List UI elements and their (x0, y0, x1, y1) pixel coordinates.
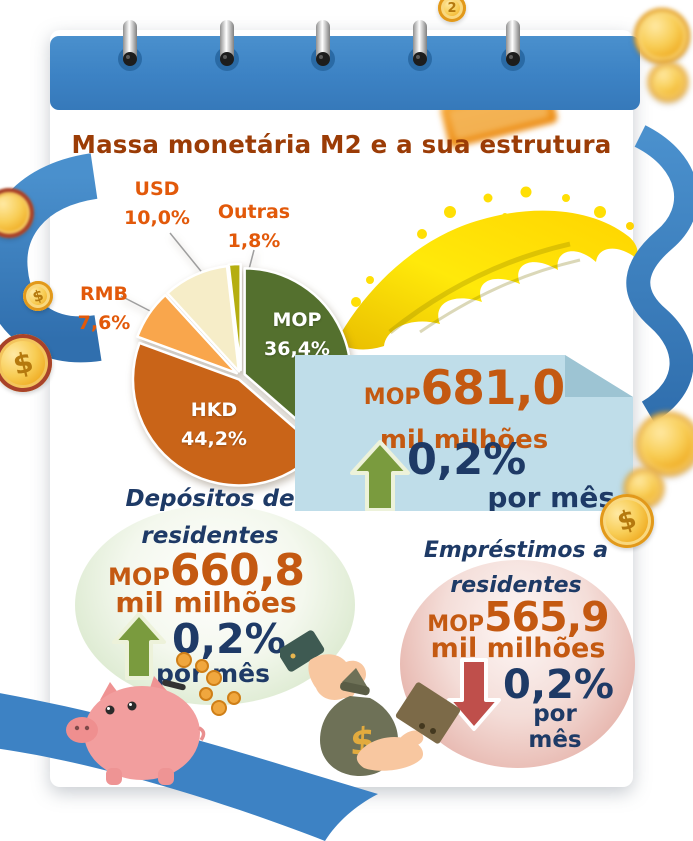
loans-title-line2: residentes (450, 573, 582, 598)
coin-icon: 2 (438, 0, 466, 22)
piggy-bank-icon (66, 652, 241, 785)
hand-receiving-icon (356, 736, 424, 771)
coin-icon (648, 62, 688, 102)
pie-slice-rmb (136, 293, 239, 375)
pie-label-usd: USD 10,0% (124, 178, 190, 229)
m2-value: 681,0 (420, 361, 566, 416)
deposits-currency: MOP (107, 563, 170, 591)
loans-unit: mil milhões (430, 633, 606, 664)
pie-slice-hkd (131, 341, 321, 487)
notebook-header-band (50, 36, 640, 110)
up-arrow-icon (350, 440, 410, 511)
sleeve-icon (395, 682, 461, 744)
m2-unit: mil milhões (379, 425, 549, 455)
paint-splash-icon (336, 186, 638, 350)
loans-period: por mês (528, 701, 582, 753)
deposits-unit: mil milhões (115, 586, 297, 619)
falling-coins-icon (176, 652, 241, 716)
pie-label-rmb: RMB 7,6% (77, 283, 131, 334)
loans-currency: MOP (427, 612, 485, 637)
deposits-title-line2: residentes (141, 523, 279, 549)
binder-ring-icon (408, 20, 432, 71)
pie-leader-line (120, 295, 155, 314)
pie-slice-outras (227, 262, 242, 372)
loans-value-line: MOP565,9 (398, 593, 638, 641)
m2-change: 0,2% (407, 435, 527, 485)
down-arrow-icon (447, 658, 501, 731)
page-title: Massa monetária M2 e a sua estrutura (71, 130, 612, 159)
deposits-title-line1: Depósitos de (125, 486, 295, 512)
coin-icon (636, 412, 693, 476)
binder-ring-icon (311, 20, 335, 71)
pie-label-hkd: HKD 44,2% (181, 399, 247, 450)
m2-currency: MOP (363, 385, 421, 410)
m2-total-panel: MOP681,0 mil milhões 0,2% por mês (295, 355, 633, 511)
loans-title-line1: Empréstimos a (423, 538, 609, 563)
hands-money-bag-icon: $ (280, 630, 461, 776)
up-arrow-icon (112, 612, 166, 680)
deposits-value: 660,8 (169, 545, 305, 596)
binder-ring-icon (215, 20, 239, 71)
coin-icon (0, 188, 34, 238)
loans-change: 0,2% (503, 662, 614, 708)
loans-value: 565,9 (484, 593, 610, 641)
pie-label-mop: MOP 36,4% (264, 309, 330, 360)
binder-ring-icon (118, 20, 142, 71)
m2-value-line: MOP681,0 (295, 361, 633, 416)
m2-period: por mês (487, 481, 615, 514)
binder-ring-icon (501, 20, 525, 71)
deposits-value-line: MOP660,8 (75, 545, 337, 596)
coin-icon (634, 8, 690, 64)
sleeve-icon (280, 630, 325, 672)
pie-slice-usd (166, 264, 241, 373)
deposits-change: 0,2% (172, 615, 286, 663)
pie-label-outras: Outras 1,8% (217, 201, 291, 252)
